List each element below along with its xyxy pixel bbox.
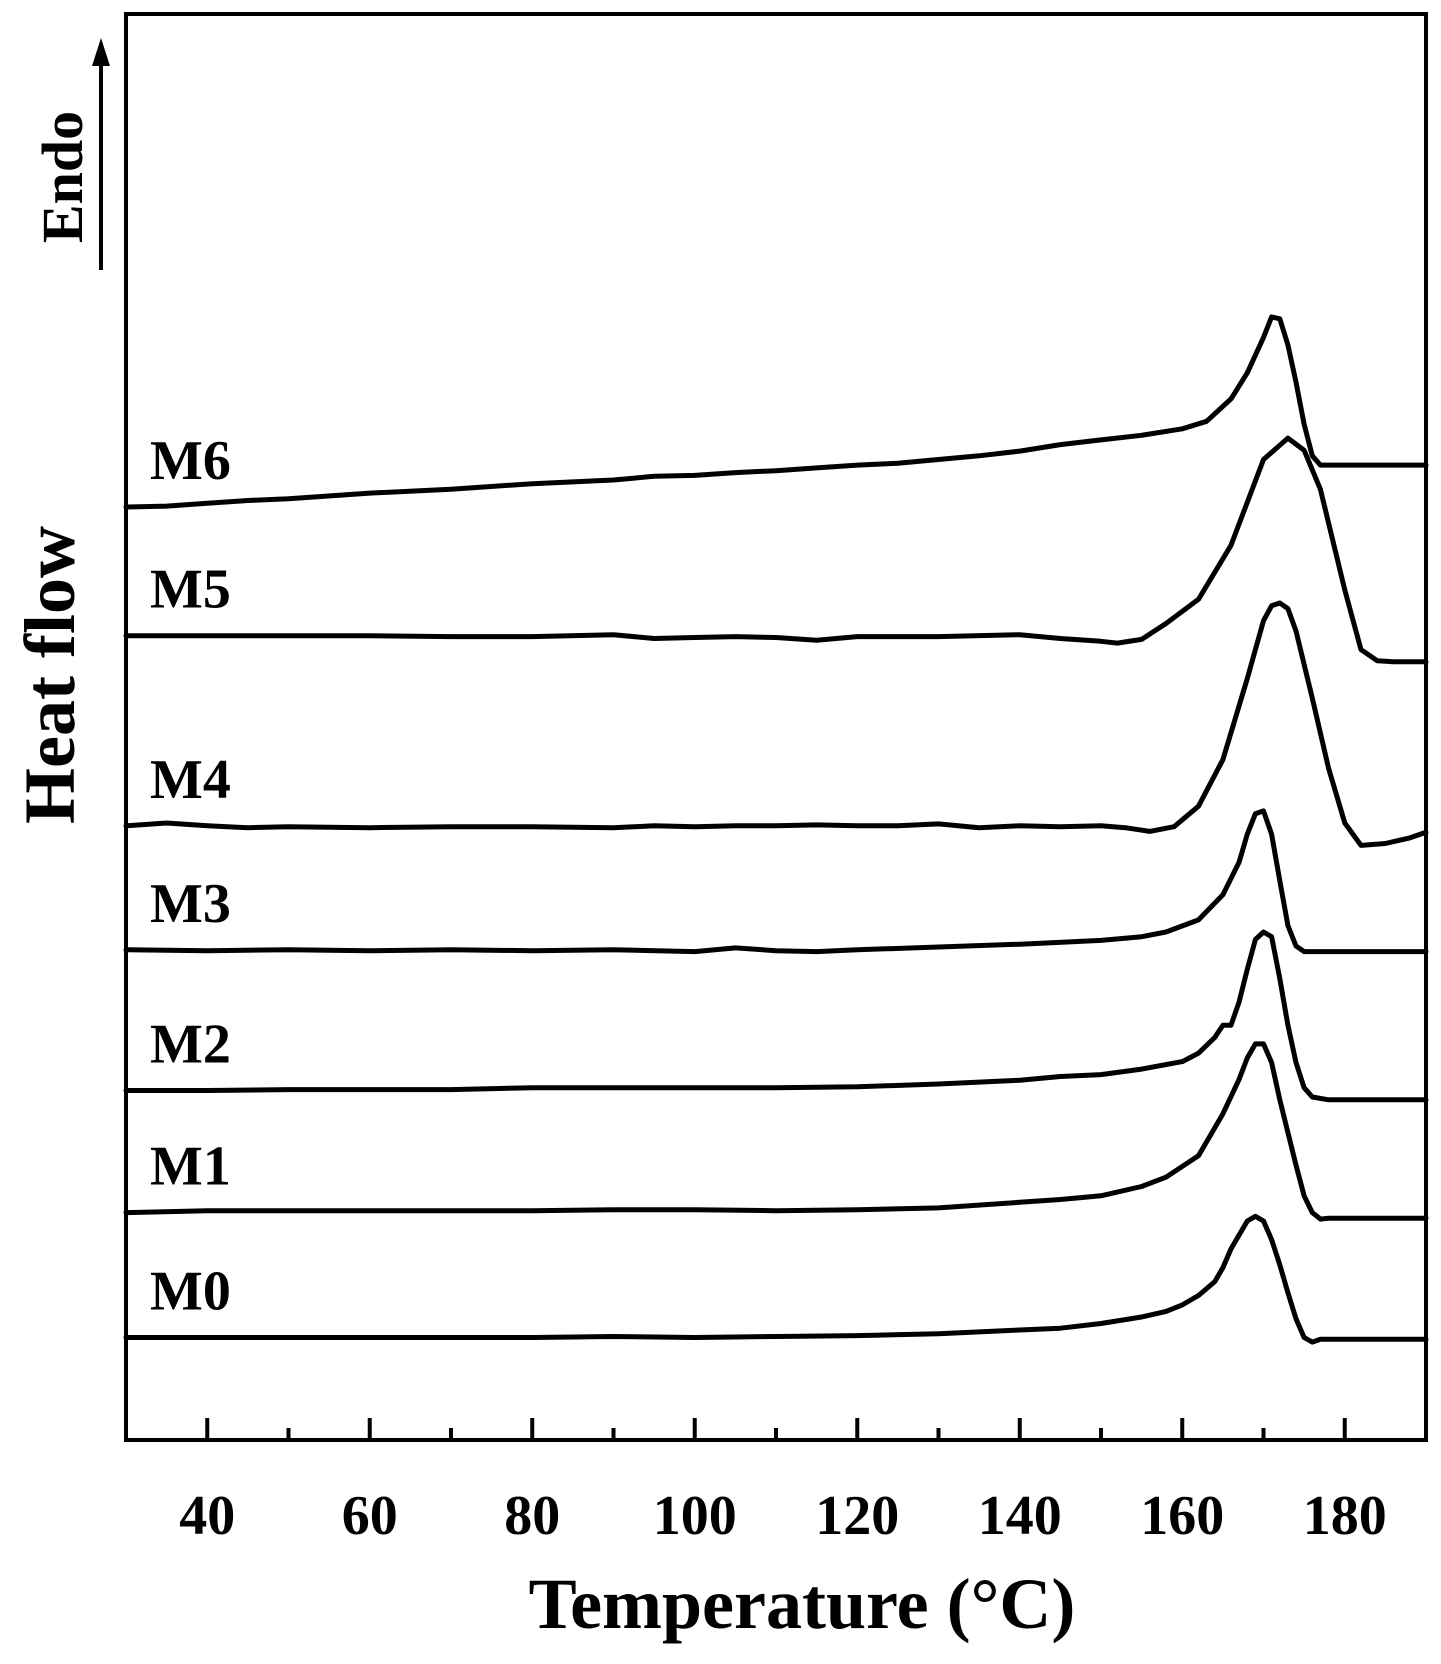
series-label-m2: M2 — [150, 1013, 231, 1075]
series-labels: M6 M5 M4 M3 M2 M1 M0 — [150, 430, 231, 1322]
x-tick-label: 140 — [978, 1485, 1062, 1547]
series-label-m1: M1 — [150, 1136, 231, 1198]
x-tick-label: 120 — [815, 1485, 899, 1547]
series-line-m3 — [123, 808, 1429, 955]
series-label-m5: M5 — [150, 559, 231, 621]
series-label-m4: M4 — [150, 749, 231, 811]
x-tick-label: 80 — [504, 1485, 560, 1547]
x-axis-title: Temperature (°C) — [529, 1564, 1076, 1644]
endo-arrow-head — [92, 38, 110, 66]
series-label-m6: M6 — [150, 430, 231, 492]
series-layer — [123, 314, 1429, 1345]
series-line-m0 — [123, 1213, 1429, 1345]
series-line-m5 — [123, 435, 1429, 665]
x-tick-label: 100 — [653, 1485, 737, 1547]
endo-indicator: Endo — [30, 38, 110, 270]
series-line-m4 — [123, 600, 1429, 848]
x-tick-label: 180 — [1303, 1485, 1387, 1547]
series-line-m2 — [123, 929, 1429, 1103]
series-line-m1 — [123, 1041, 1429, 1222]
x-tick-label: 40 — [179, 1485, 235, 1547]
series-label-m0: M0 — [150, 1260, 231, 1322]
series-line-m6 — [123, 314, 1429, 510]
endo-annotation: Endo — [30, 111, 95, 243]
y-axis-title: Heat flow — [10, 526, 90, 824]
x-axis-ticks: 40 60 80 100 120 140 160 180 — [179, 1418, 1387, 1547]
x-tick-label: 160 — [1140, 1485, 1224, 1547]
series-label-m3: M3 — [150, 873, 231, 935]
x-tick-label: 60 — [342, 1485, 398, 1547]
